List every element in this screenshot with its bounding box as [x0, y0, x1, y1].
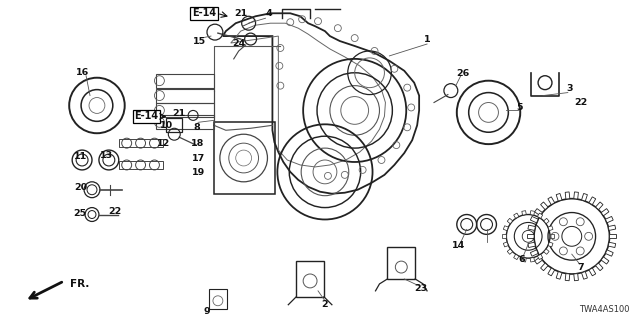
- Polygon shape: [538, 213, 543, 218]
- Polygon shape: [608, 242, 616, 247]
- Polygon shape: [531, 216, 538, 223]
- Bar: [119, 139, 163, 147]
- Text: 25: 25: [74, 209, 86, 218]
- Polygon shape: [582, 272, 588, 279]
- Text: 12: 12: [157, 139, 170, 148]
- Polygon shape: [538, 254, 543, 260]
- Polygon shape: [548, 226, 553, 231]
- Polygon shape: [528, 242, 535, 247]
- Bar: [119, 161, 163, 169]
- Polygon shape: [596, 202, 603, 210]
- Polygon shape: [589, 268, 596, 276]
- Bar: [214, 122, 275, 194]
- Text: 19: 19: [191, 168, 205, 177]
- Text: 8: 8: [194, 123, 200, 132]
- Text: 4: 4: [265, 9, 272, 18]
- Polygon shape: [534, 257, 543, 264]
- Text: 6: 6: [518, 255, 525, 264]
- Polygon shape: [565, 192, 570, 199]
- Polygon shape: [503, 242, 508, 247]
- Text: 21: 21: [173, 109, 186, 118]
- Polygon shape: [548, 242, 553, 247]
- Polygon shape: [582, 194, 588, 201]
- Polygon shape: [530, 211, 534, 215]
- Polygon shape: [503, 226, 508, 231]
- Text: 21: 21: [234, 9, 247, 18]
- Polygon shape: [541, 202, 548, 210]
- Text: E-14: E-14: [134, 111, 159, 121]
- Bar: [156, 116, 214, 129]
- Polygon shape: [541, 263, 548, 271]
- Text: FR.: FR.: [70, 279, 90, 289]
- Polygon shape: [548, 268, 555, 276]
- Polygon shape: [522, 258, 526, 262]
- Text: 9: 9: [204, 307, 211, 316]
- Polygon shape: [589, 197, 596, 205]
- Bar: [296, 261, 324, 297]
- Polygon shape: [601, 257, 609, 264]
- Text: 15: 15: [193, 36, 205, 45]
- Text: TWA4AS100: TWA4AS100: [579, 305, 629, 314]
- Bar: [156, 103, 214, 117]
- Text: 22: 22: [108, 207, 122, 216]
- Polygon shape: [522, 211, 526, 215]
- Text: 18: 18: [191, 139, 205, 148]
- Text: 11: 11: [74, 152, 87, 161]
- Polygon shape: [605, 216, 613, 223]
- Polygon shape: [502, 235, 506, 238]
- Polygon shape: [601, 209, 609, 216]
- Polygon shape: [508, 249, 513, 254]
- Text: 2: 2: [322, 300, 328, 309]
- Text: 5: 5: [516, 103, 522, 112]
- Bar: [166, 118, 182, 132]
- Polygon shape: [543, 249, 549, 254]
- Polygon shape: [514, 254, 519, 260]
- Bar: [209, 289, 227, 309]
- Text: 26: 26: [456, 69, 469, 78]
- Text: 16: 16: [76, 68, 89, 77]
- Polygon shape: [574, 274, 579, 281]
- Polygon shape: [527, 234, 534, 238]
- Text: 24: 24: [232, 38, 245, 48]
- Text: 14: 14: [452, 241, 465, 250]
- Text: 13: 13: [100, 150, 113, 160]
- Bar: [156, 74, 214, 88]
- Polygon shape: [574, 192, 579, 199]
- Text: 17: 17: [191, 154, 205, 163]
- Text: 7: 7: [577, 263, 584, 272]
- Polygon shape: [548, 197, 555, 205]
- Text: 1: 1: [424, 35, 430, 44]
- Polygon shape: [605, 250, 613, 256]
- Text: 22: 22: [574, 98, 588, 107]
- Polygon shape: [528, 225, 535, 230]
- Polygon shape: [514, 213, 519, 218]
- Polygon shape: [596, 263, 603, 271]
- Polygon shape: [608, 225, 616, 230]
- Polygon shape: [565, 274, 570, 281]
- Polygon shape: [534, 209, 543, 216]
- Polygon shape: [556, 194, 562, 201]
- Polygon shape: [550, 235, 554, 238]
- Text: 10: 10: [160, 121, 173, 130]
- Bar: [387, 247, 415, 279]
- Polygon shape: [530, 258, 534, 262]
- Text: E-14: E-14: [192, 8, 216, 18]
- Polygon shape: [556, 272, 562, 279]
- Polygon shape: [543, 218, 549, 224]
- Text: 20: 20: [74, 183, 88, 192]
- Polygon shape: [508, 218, 513, 224]
- Bar: [156, 89, 214, 102]
- Polygon shape: [531, 250, 538, 256]
- Text: 23: 23: [415, 284, 428, 293]
- Text: 3: 3: [566, 84, 573, 93]
- Polygon shape: [609, 234, 616, 238]
